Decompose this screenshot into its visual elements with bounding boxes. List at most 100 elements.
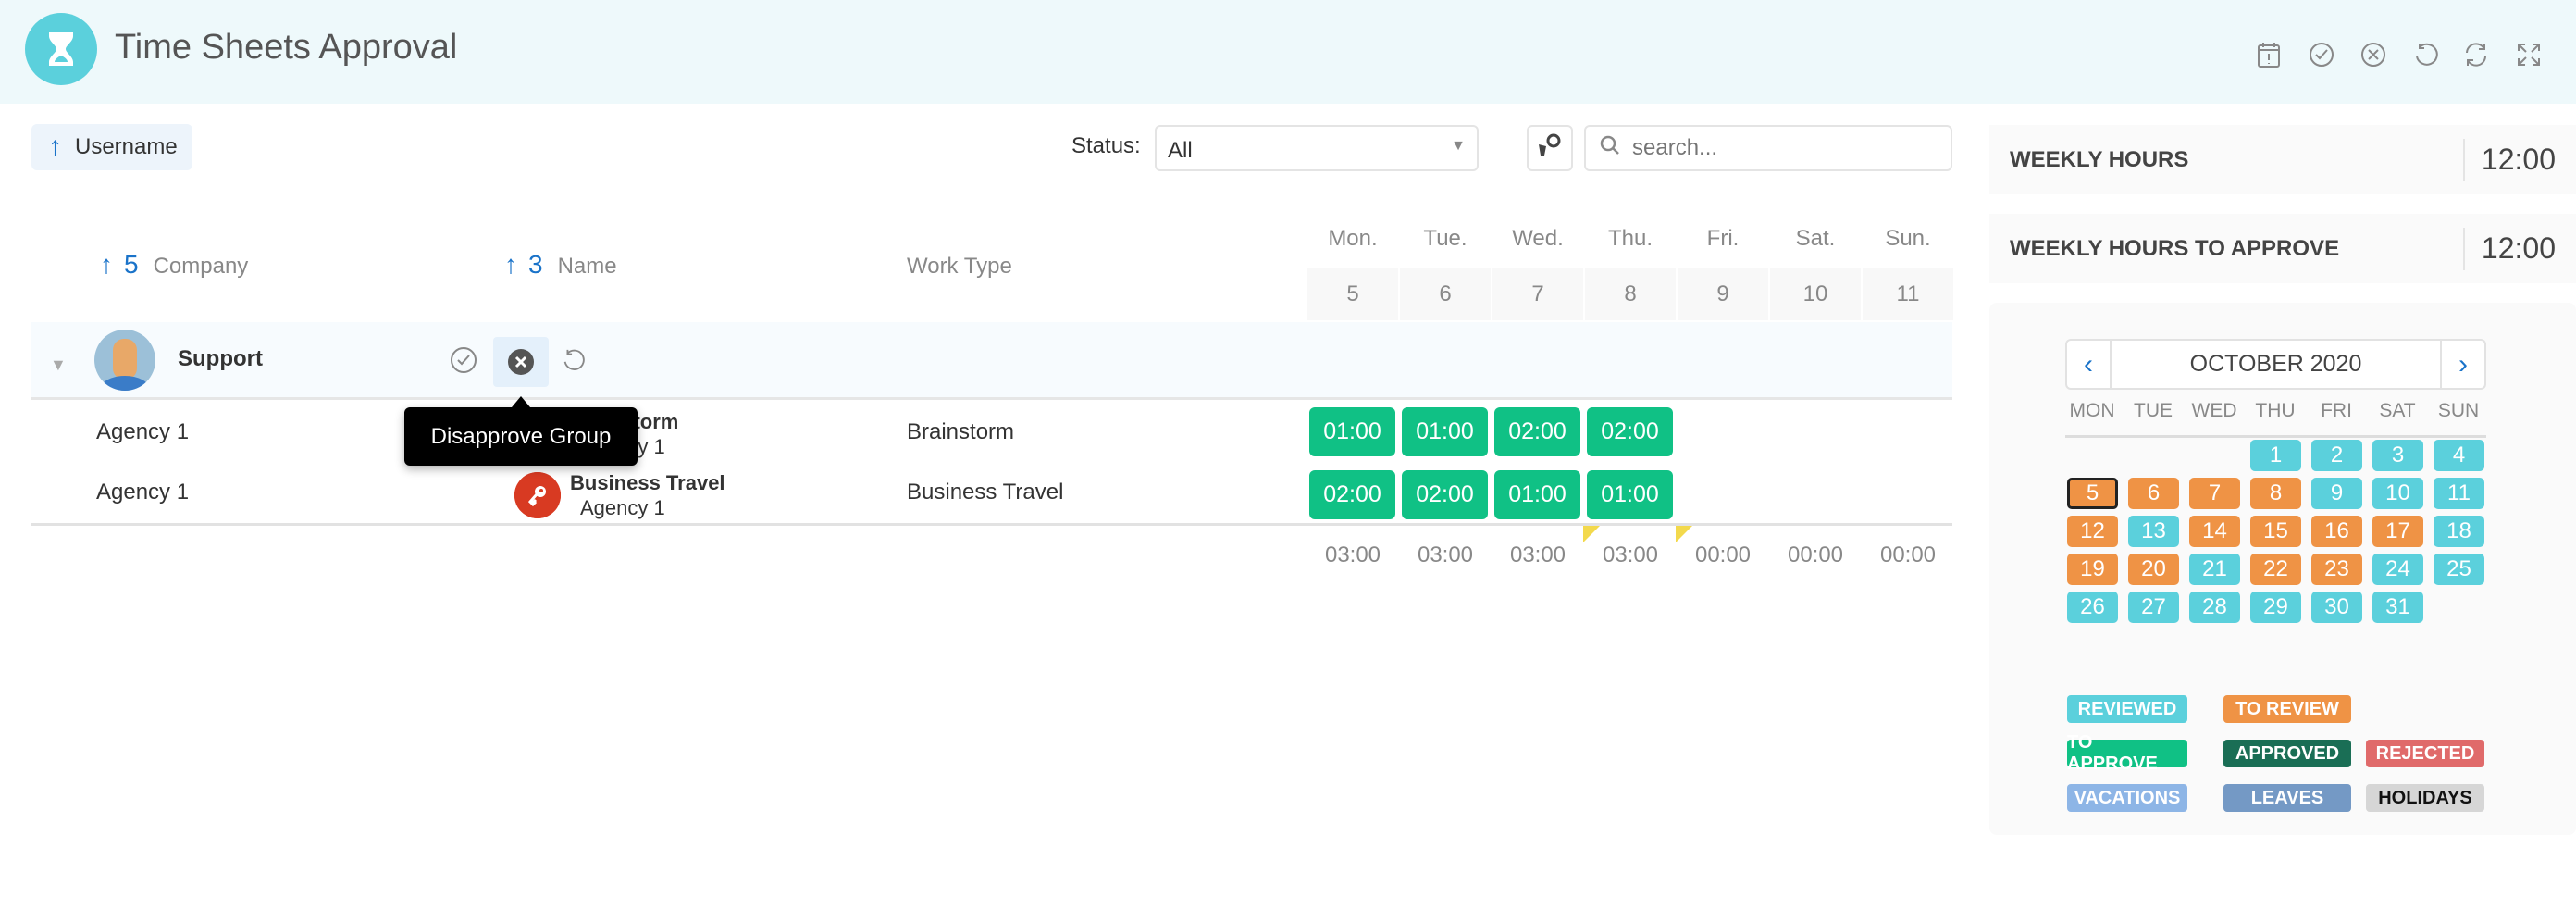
undo-icon[interactable] [2409, 39, 2441, 70]
day-name: Wed. [1512, 226, 1564, 251]
legend-approved: APPROVED [2223, 740, 2351, 767]
calendar-day[interactable]: 9 [2311, 478, 2362, 509]
calendar-day[interactable]: 4 [2434, 440, 2484, 471]
status-select[interactable]: All ▼ [1155, 125, 1479, 171]
x-circle-icon[interactable] [2358, 39, 2389, 70]
filter-users-button[interactable] [1527, 125, 1573, 171]
header-bar [0, 0, 2576, 104]
row-company: Agency 1 [96, 419, 190, 444]
calendar-day[interactable]: 20 [2128, 554, 2179, 585]
legend-holidays: HOLIDAYS [2366, 784, 2484, 812]
chevron-down-icon: ▼ [1451, 138, 1466, 154]
search-field[interactable] [1584, 125, 1952, 171]
users-filter-icon [1536, 131, 1564, 166]
day-total: 00:00 [1787, 542, 1844, 567]
day-total: 03:00 [1509, 542, 1567, 567]
next-month-button[interactable]: › [2458, 348, 2468, 380]
refresh-icon[interactable] [2460, 39, 2492, 70]
disapprove-group-button[interactable] [493, 337, 549, 387]
hour-chip[interactable]: 01:00 [1309, 407, 1395, 456]
calendar-day[interactable]: 7 [2189, 478, 2240, 509]
weekly-hours-box: WEEKLY HOURS 12:00 [1989, 125, 2576, 194]
weekday-label: WED [2191, 400, 2237, 421]
calendar-day[interactable]: 30 [2311, 592, 2362, 623]
calendar-day[interactable]: 14 [2189, 516, 2240, 547]
undo-group-button[interactable] [561, 348, 585, 377]
row-work-type: Brainstorm [907, 419, 1015, 444]
day-name: Sun. [1885, 226, 1931, 251]
calendar-day[interactable]: 29 [2250, 592, 2301, 623]
calendar-day[interactable]: 11 [2434, 478, 2484, 509]
tooltip: Disapprove Group [404, 396, 638, 466]
calendar-day[interactable]: 3 [2372, 440, 2423, 471]
hourglass-icon [25, 13, 97, 85]
key-icon [514, 472, 561, 518]
group-row [31, 322, 1952, 400]
calendar-day[interactable]: 21 [2189, 554, 2240, 585]
calendar-day[interactable]: 23 [2311, 554, 2362, 585]
prev-month-button[interactable]: ‹ [2084, 348, 2093, 380]
calendar-day[interactable]: 2 [2311, 440, 2362, 471]
legend-review: TO REVIEW [2223, 695, 2351, 723]
calendar-day[interactable]: 18 [2434, 516, 2484, 547]
hour-chip[interactable]: 02:00 [1309, 470, 1395, 519]
hour-chip[interactable]: 02:00 [1402, 470, 1488, 519]
calendar-day[interactable]: 28 [2189, 592, 2240, 623]
sort-order: 5 [124, 250, 139, 279]
page-title: Time Sheets Approval [115, 28, 458, 67]
hour-chip[interactable]: 01:00 [1402, 407, 1488, 456]
calendar-alert-icon[interactable] [2253, 39, 2285, 70]
day-total: 03:00 [1417, 542, 1474, 567]
calendar-day[interactable]: 19 [2067, 554, 2118, 585]
weekly-hours-label: WEEKLY HOURS [2010, 146, 2189, 172]
column-header-work-type[interactable]: Work Type [907, 254, 1012, 279]
weekday-label: FRI [2321, 400, 2352, 421]
calendar-day[interactable]: 6 [2128, 478, 2179, 509]
fullscreen-icon[interactable] [2513, 39, 2545, 70]
calendar-day[interactable]: 24 [2372, 554, 2423, 585]
calendar-day[interactable]: 1 [2250, 440, 2301, 471]
day-number: 10 [1770, 268, 1861, 320]
calendar-day[interactable]: 25 [2434, 554, 2484, 585]
check-circle-icon[interactable] [2306, 39, 2337, 70]
column-header-name[interactable]: ↑ 3 Name [504, 250, 617, 280]
calendar-day[interactable]: 10 [2372, 478, 2423, 509]
hour-chip[interactable]: 02:00 [1587, 407, 1673, 456]
day-number: 5 [1307, 268, 1398, 320]
calendar-day[interactable]: 22 [2250, 554, 2301, 585]
warning-marker [1676, 526, 1692, 542]
day-name: Fri. [1706, 226, 1740, 251]
legend-reviewed: REVIEWED [2067, 695, 2187, 723]
warning-marker [1583, 526, 1600, 542]
calendar-day[interactable]: 31 [2372, 592, 2423, 623]
search-input[interactable] [1632, 135, 1938, 161]
weekday-label: SUN [2437, 400, 2480, 421]
day-name: Thu. [1607, 226, 1653, 251]
column-header-company[interactable]: ↑ 5 Company [100, 250, 248, 280]
collapse-arrow-icon[interactable]: ▼ [50, 355, 67, 374]
calendar-day[interactable]: 5 [2067, 478, 2118, 509]
day-number: 7 [1492, 268, 1583, 320]
hour-chip[interactable]: 02:00 [1494, 407, 1580, 456]
legend-rejected: REJECTED [2366, 740, 2484, 767]
calendar-day[interactable]: 17 [2372, 516, 2423, 547]
calendar-day[interactable]: 16 [2311, 516, 2362, 547]
hour-chip[interactable]: 01:00 [1587, 470, 1673, 519]
calendar-header: ‹ OCTOBER 2020 › [2065, 339, 2486, 390]
day-total: 00:00 [1879, 542, 1937, 567]
calendar-day[interactable]: 15 [2250, 516, 2301, 547]
calendar-day[interactable]: 27 [2128, 592, 2179, 623]
approve-group-button[interactable] [450, 346, 477, 379]
column-label: Company [153, 254, 249, 279]
day-number: 8 [1585, 268, 1676, 320]
calendar-day[interactable]: 12 [2067, 516, 2118, 547]
group-name: Support [178, 346, 263, 371]
calendar-day[interactable]: 8 [2250, 478, 2301, 509]
hour-chip[interactable]: 01:00 [1494, 470, 1580, 519]
sort-username-chip[interactable]: ↑ Username [31, 124, 192, 170]
sort-up-icon: ↑ [504, 250, 517, 279]
day-name: Tue. [1423, 226, 1468, 251]
calendar-day[interactable]: 13 [2128, 516, 2179, 547]
search-icon [1599, 134, 1621, 163]
calendar-day[interactable]: 26 [2067, 592, 2118, 623]
